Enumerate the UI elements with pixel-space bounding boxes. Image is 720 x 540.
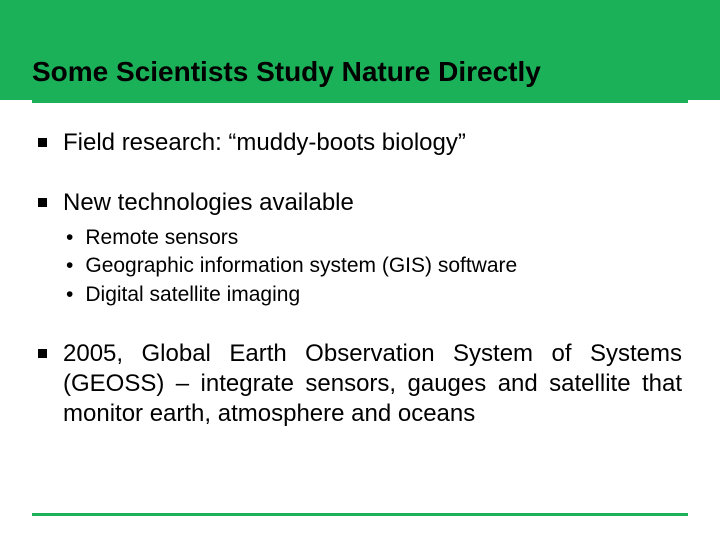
sub-bullet-text: Remote sensors [85,224,238,252]
dot-bullet-icon: • [66,281,73,309]
bullet-level2: • Geographic information system (GIS) so… [66,252,682,280]
bullet-level2: • Remote sensors [66,224,682,252]
sub-bullet-text: Geographic information system (GIS) soft… [85,252,517,280]
square-bullet-icon [38,138,47,147]
square-bullet-icon [38,198,47,207]
bullet-text: Field research: “muddy-boots biology” [63,128,682,158]
header-bar: Some Scientists Study Nature Directly [0,0,720,100]
bullet-text: 2005, Global Earth Observation System of… [63,339,682,429]
bullet-level1: Field research: “muddy-boots biology” [38,128,682,158]
sub-bullet-group: • Remote sensors • Geographic informatio… [66,224,682,309]
slide-title: Some Scientists Study Nature Directly [32,56,541,88]
square-bullet-icon [38,349,47,358]
bullet-level1: New technologies available • Remote sens… [38,188,682,309]
bottom-rule [32,513,688,516]
bullet-text: New technologies available [63,188,682,218]
dot-bullet-icon: • [66,224,73,252]
slide-content: Field research: “muddy-boots biology” Ne… [0,100,720,429]
bullet-level2: • Digital satellite imaging [66,281,682,309]
bullet-level1: 2005, Global Earth Observation System of… [38,339,682,429]
sub-bullet-text: Digital satellite imaging [85,281,300,309]
title-underline [32,100,688,103]
dot-bullet-icon: • [66,252,73,280]
